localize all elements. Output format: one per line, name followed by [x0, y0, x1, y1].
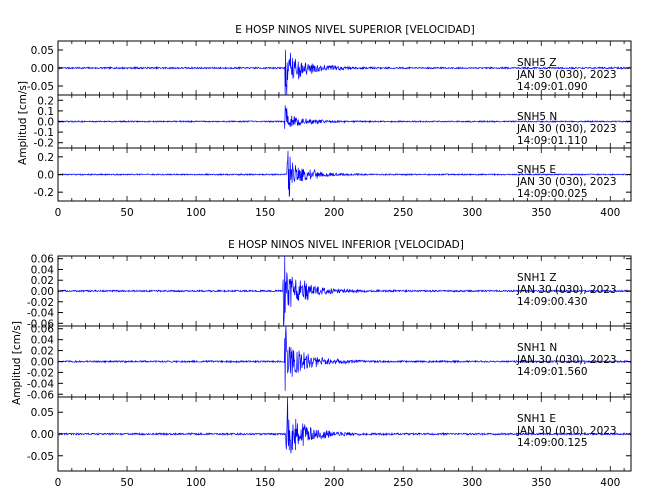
y-tick-label: -0.06 [27, 318, 54, 330]
x-tick-label: 300 [462, 477, 482, 489]
station-component-label: SNH5 Z [517, 57, 557, 69]
x-tick-label: 400 [600, 207, 620, 219]
x-tick-label: 50 [120, 477, 133, 489]
y-tick-label: -0.02 [27, 297, 54, 309]
y-tick-label: -0.05 [27, 81, 54, 93]
x-tick-label: 0 [55, 207, 62, 219]
station-date-label: JAN 30 (030), 2023 [516, 354, 617, 366]
y-tick-label: 0.0 [37, 170, 54, 182]
waveform-trace [57, 396, 632, 454]
x-tick-label: 150 [255, 207, 275, 219]
x-tick-label: 350 [531, 207, 551, 219]
x-tick-label: 250 [393, 207, 413, 219]
station-component-label: SNH5 N [517, 111, 557, 123]
y-tick-label: 0.2 [37, 95, 54, 107]
chart-superior: E HOSP NINOS NIVEL SUPERIOR [VELOCIDAD] … [17, 24, 632, 219]
x-tick-label: 200 [324, 207, 344, 219]
station-time-label: 14:09:01.110 [517, 135, 588, 147]
station-time-label: 14:09:01.090 [517, 81, 588, 93]
y-tick-label: -0.04 [27, 378, 54, 390]
y-tick-label: 0.1 [37, 106, 54, 118]
station-component-label: SNH5 E [517, 164, 556, 176]
x-tick-label: 350 [531, 477, 551, 489]
y-tick-label: 0.00 [31, 429, 54, 441]
station-component-label: SNH1 E [517, 413, 556, 425]
y-tick-label: -0.02 [27, 367, 54, 379]
y-axis-label-superior: Amplitud [cm/s] [17, 81, 29, 165]
y-tick-label: -0.04 [27, 308, 54, 320]
chart-title-superior: E HOSP NINOS NIVEL SUPERIOR [VELOCIDAD] [235, 24, 474, 36]
y-tick-label: -0.05 [27, 451, 54, 463]
y-tick-label: 0.02 [31, 275, 54, 287]
station-component-label: SNH1 N [517, 342, 557, 354]
station-date-label: JAN 30 (030), 2023 [516, 425, 617, 437]
y-tick-label: 0.06 [31, 324, 55, 336]
y-tick-label: 0.00 [31, 63, 54, 75]
station-date-label: JAN 30 (030), 2023 [516, 69, 617, 81]
chart-inferior: E HOSP NINOS NIVEL INFERIOR [VELOCIDAD] … [11, 239, 632, 489]
y-tick-label: 0.00 [31, 357, 54, 369]
waveform-trace [57, 255, 632, 327]
x-tick-label: 0 [55, 477, 62, 489]
x-tick-label: 100 [186, 207, 206, 219]
y-tick-label: 0.04 [31, 264, 55, 276]
x-tick-label: 200 [324, 477, 344, 489]
y-tick-label: -0.06 [27, 389, 54, 401]
x-tick-label: 400 [600, 477, 620, 489]
station-date-label: JAN 30 (030), 2023 [516, 123, 617, 135]
x-tick-label: 100 [186, 477, 206, 489]
y-axis-label-inferior: Amplitud [cm/s] [11, 321, 23, 405]
x-tick-label: 150 [255, 477, 275, 489]
station-time-label: 14:09:00.430 [517, 296, 588, 308]
y-tick-label: 0.04 [31, 335, 55, 347]
y-tick-label: -0.2 [34, 187, 55, 199]
y-tick-label: 0.0 [37, 117, 54, 129]
chart-title-inferior: E HOSP NINOS NIVEL INFERIOR [VELOCIDAD] [228, 239, 464, 251]
y-tick-label: -0.2 [34, 138, 55, 150]
x-tick-label: 50 [120, 207, 133, 219]
y-tick-label: 0.2 [37, 152, 54, 164]
y-tick-label: 0.05 [31, 407, 54, 419]
station-time-label: 14:09:00.025 [517, 188, 588, 200]
x-tick-label: 250 [393, 477, 413, 489]
y-tick-label: 0.00 [31, 286, 54, 298]
y-tick-label: 0.02 [31, 346, 54, 358]
station-date-label: JAN 30 (030), 2023 [516, 176, 617, 188]
waveform-trace [57, 150, 632, 197]
station-component-label: SNH1 Z [517, 272, 557, 284]
waveform-trace [57, 105, 632, 129]
waveform-trace [57, 49, 632, 96]
station-date-label: JAN 30 (030), 2023 [516, 284, 617, 296]
station-time-label: 14:09:01.560 [517, 366, 588, 378]
y-tick-label: 0.05 [31, 45, 54, 57]
x-tick-label: 300 [462, 207, 482, 219]
waveform-trace [57, 325, 632, 391]
station-time-label: 14:09:00.125 [517, 437, 588, 449]
y-tick-label: -0.1 [34, 127, 55, 139]
y-tick-label: 0.06 [31, 254, 55, 266]
